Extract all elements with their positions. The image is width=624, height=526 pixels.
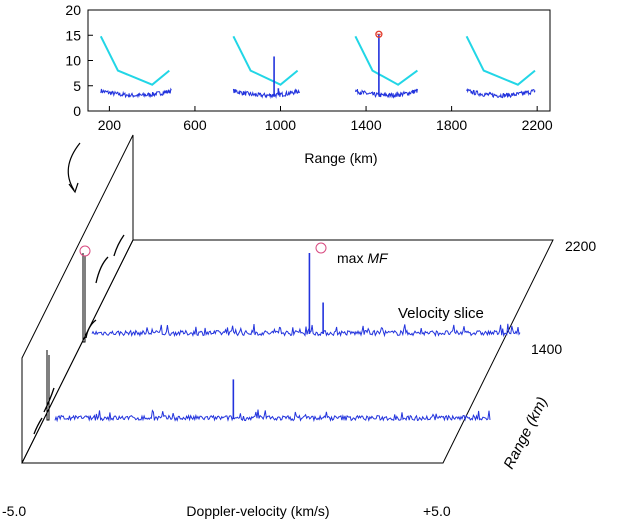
range-axis-label: Range (km) bbox=[500, 394, 551, 472]
x-tick-label: 1800 bbox=[436, 117, 467, 133]
y-tick-label: 15 bbox=[65, 27, 81, 43]
series-layer bbox=[99, 30, 536, 100]
mf-trace-0 bbox=[100, 87, 172, 99]
velocity-slices bbox=[54, 253, 521, 423]
y-tick-label: 10 bbox=[65, 53, 81, 69]
threshold-line-3 bbox=[465, 35, 536, 86]
x-tick-label: 600 bbox=[183, 117, 207, 133]
threshold-line-2 bbox=[354, 35, 418, 86]
max-mf-annotation: max MF bbox=[315, 242, 389, 266]
range-tick-2200: 2200 bbox=[565, 238, 596, 254]
y-axis: 0 5 10 15 20 bbox=[65, 2, 93, 119]
3d-frame bbox=[21, 134, 554, 464]
mf-trace-3 bbox=[466, 88, 536, 99]
range-mf-chart: 0 5 10 15 20 200 600 1000 1400 1800 2200 Range (k… bbox=[65, 2, 553, 166]
x-tick-label: 1000 bbox=[265, 117, 296, 133]
y-tick-label: 20 bbox=[65, 2, 81, 18]
x-axis-label: Range (km) bbox=[304, 150, 377, 166]
detection-marker bbox=[375, 30, 383, 38]
threshold-line-1 bbox=[232, 35, 299, 86]
x-tick-label: 2200 bbox=[522, 117, 553, 133]
velocity-axis-label: Doppler-velocity (km/s) bbox=[186, 503, 329, 519]
velocity-slice-trace-1 bbox=[54, 409, 491, 423]
range-tick-1400: 1400 bbox=[531, 341, 562, 357]
x-axis: 200 600 1000 1400 1800 2200 bbox=[98, 106, 553, 133]
curved-arrow bbox=[67, 142, 81, 194]
mf-trace-1 bbox=[232, 88, 301, 100]
velocity-slice-trace-0 bbox=[91, 323, 521, 338]
annotation-text: max MF bbox=[337, 250, 389, 266]
y-tick-label: 0 bbox=[73, 103, 81, 119]
x-tick-label: 1400 bbox=[350, 117, 381, 133]
slice-label: Velocity slice bbox=[398, 305, 484, 322]
velocity-max-label: +5.0 bbox=[423, 503, 451, 519]
back-wall-traces bbox=[33, 234, 125, 435]
threshold-line-0 bbox=[99, 35, 170, 86]
wall-peak-marker bbox=[79, 245, 91, 257]
x-tick-label: 200 bbox=[98, 117, 122, 133]
peak-marker bbox=[315, 242, 327, 254]
y-tick-label: 5 bbox=[73, 78, 81, 94]
floor bbox=[21, 239, 554, 464]
mf-trace-2 bbox=[354, 88, 418, 99]
velocity-min-label: -5.0 bbox=[2, 503, 26, 519]
